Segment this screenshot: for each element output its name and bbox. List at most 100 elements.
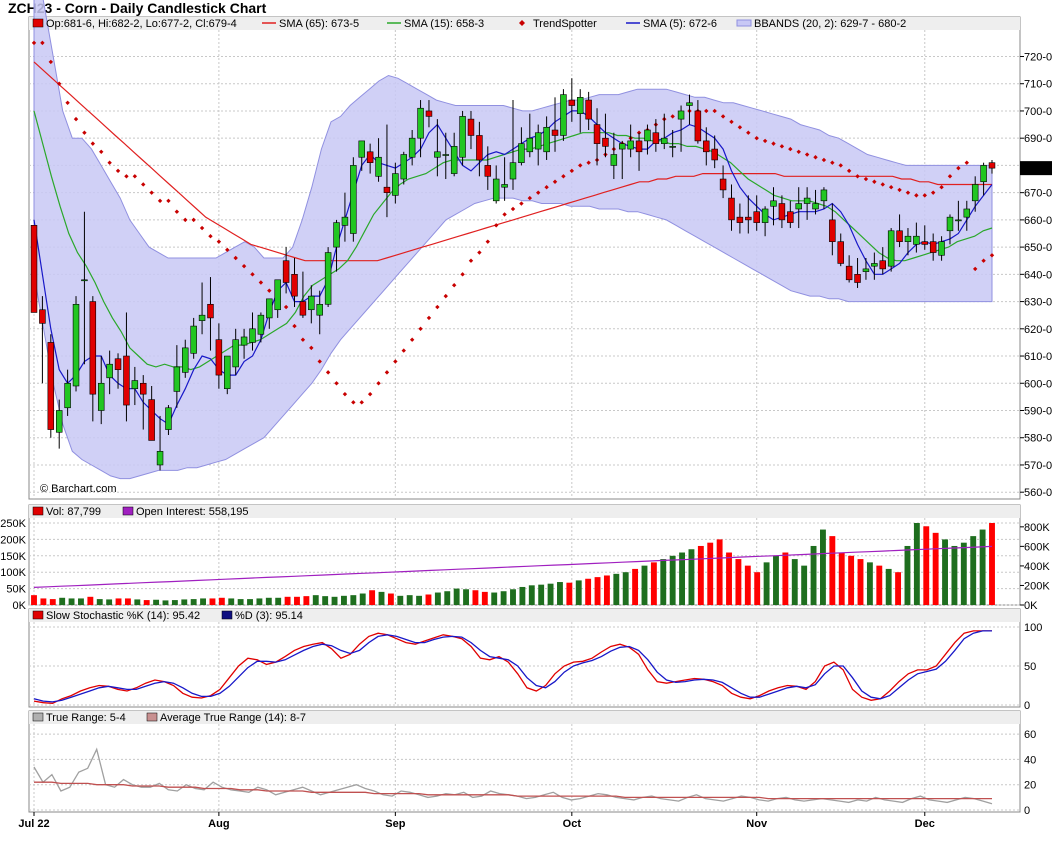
volume-bar (209, 598, 216, 605)
volume-bar (143, 600, 150, 605)
candle (703, 140, 710, 153)
candle (308, 295, 315, 311)
volume-left-tick: 0K (13, 600, 27, 612)
trendspotter-marker (191, 217, 196, 223)
trendspotter-marker (157, 198, 163, 204)
candle (232, 339, 239, 368)
trendspotter-marker (737, 125, 743, 130)
candle (215, 339, 223, 376)
trendspotter-marker (132, 174, 138, 179)
volume-bar (162, 600, 169, 605)
legend-label: Slow Stochastic %K (14): 95.42 (46, 610, 200, 622)
volume-bar (697, 545, 704, 605)
price-tick-label: 630-0 (1024, 297, 1052, 309)
x-axis-label: Dec (915, 818, 935, 830)
volume-bar (716, 539, 723, 605)
candle (492, 178, 500, 202)
volume-bar (322, 596, 329, 605)
candle (501, 184, 508, 188)
trendspotter-marker (216, 239, 222, 244)
candle (593, 124, 601, 144)
trendspotter-marker (208, 234, 213, 239)
candle (476, 135, 483, 161)
volume-bar (566, 582, 573, 605)
volume-bar (838, 552, 845, 605)
candle (408, 137, 416, 158)
candle (274, 279, 281, 311)
volume-bar (425, 594, 432, 605)
trendspotter-marker (956, 165, 961, 171)
volume-bar (340, 595, 347, 605)
trendspotter-marker (846, 168, 852, 174)
trendspotter-marker (536, 190, 541, 195)
open-interest-line (33, 545, 993, 588)
trendspotter-marker (418, 326, 423, 332)
trendspotter-marker (309, 345, 314, 351)
sma65-line (33, 61, 992, 262)
volume-left-tick: 250K (0, 518, 26, 530)
volume-bar (247, 599, 253, 605)
candle (854, 274, 861, 283)
candle (266, 298, 273, 319)
trendspotter-marker (342, 391, 348, 397)
trendspotter-marker (258, 280, 264, 285)
trendspotter-marker (250, 272, 255, 277)
trendspotter-marker (544, 184, 549, 190)
trendspotter-marker (754, 135, 759, 141)
volume-bar (387, 593, 394, 605)
candle (610, 154, 618, 166)
watermark: © Barchart.com (40, 483, 117, 495)
volume-bar (190, 599, 197, 605)
last-price-box (1020, 161, 1052, 176)
volume-bar (331, 596, 338, 605)
trendspotter-marker (124, 174, 129, 179)
candle (182, 347, 189, 373)
tr-tick: 20 (1024, 780, 1036, 792)
volume-bar (463, 589, 469, 605)
price-tick-label: 620-0 (1024, 324, 1052, 336)
trendspotter-marker (141, 182, 146, 187)
candle (938, 241, 945, 256)
volume-bar (453, 588, 460, 605)
volume-bar (970, 536, 977, 605)
candle (963, 208, 971, 218)
volume-bar (575, 580, 582, 605)
candle (971, 184, 979, 202)
price-tick-label: 580-0 (1024, 433, 1052, 445)
trendspotter-marker (317, 359, 322, 364)
trendspotter-marker (31, 40, 37, 46)
trendspotter-marker (166, 198, 171, 204)
trendspotter-marker (914, 193, 919, 198)
price-tick-label: 690-0 (1024, 133, 1052, 145)
trendspotter-marker (569, 168, 575, 174)
tr-tick: 60 (1024, 729, 1036, 741)
trendspotter-marker (225, 247, 230, 253)
candle (719, 178, 727, 191)
candle (131, 380, 139, 390)
candle (694, 110, 702, 142)
candle (450, 146, 458, 174)
trendspotter-marker (99, 149, 104, 154)
panel-vol-legend-bar (29, 505, 1020, 518)
candle (257, 314, 265, 335)
trendspotter-marker (510, 206, 516, 212)
candle (97, 382, 105, 411)
price-tick-label: 640-0 (1024, 269, 1052, 281)
candle (526, 137, 534, 153)
candle (375, 156, 382, 177)
legend-label: Open Interest: 558,195 (136, 506, 249, 518)
trendspotter-marker (804, 152, 810, 157)
trendspotter-marker (300, 337, 306, 342)
trendspotter-marker (48, 59, 54, 65)
trendspotter-marker (939, 184, 944, 190)
volume-bar (59, 597, 66, 605)
candle (879, 260, 886, 270)
legend-swatch (32, 610, 44, 620)
volume-bar (679, 552, 686, 605)
trendspotter-marker (107, 160, 112, 165)
stoch-tick: 0 (1024, 700, 1030, 712)
panel-tr (28, 710, 1021, 813)
candle (484, 165, 492, 177)
candle (543, 126, 550, 153)
trendspotter-marker (493, 223, 499, 228)
